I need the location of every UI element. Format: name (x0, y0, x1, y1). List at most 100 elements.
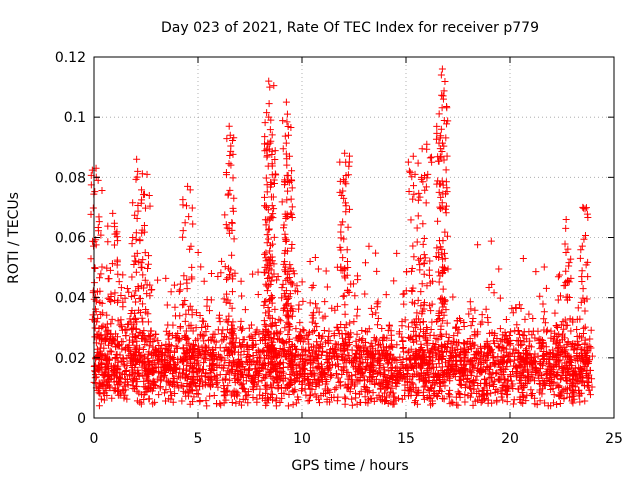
data-point (493, 369, 501, 377)
data-point (399, 344, 407, 352)
data-point (290, 388, 298, 396)
data-point (508, 304, 516, 312)
data-point (249, 337, 257, 345)
data-point (535, 380, 543, 388)
data-point (266, 297, 274, 305)
data-point (361, 383, 369, 391)
data-point (211, 372, 219, 380)
data-point (327, 373, 335, 381)
data-point (278, 372, 286, 380)
data-point (457, 367, 465, 375)
data-point (553, 381, 561, 389)
data-point (435, 360, 443, 368)
data-point (576, 315, 584, 323)
data-point (280, 389, 288, 397)
data-point (339, 357, 347, 365)
data-point (286, 382, 294, 390)
data-point (263, 216, 271, 224)
data-point (555, 392, 563, 400)
data-point (155, 391, 163, 399)
data-point (420, 270, 428, 278)
data-point (251, 365, 259, 373)
data-point (438, 332, 446, 340)
data-point (174, 355, 182, 363)
data-point (354, 343, 362, 351)
data-point (188, 275, 196, 283)
data-point (221, 263, 229, 271)
data-point (423, 393, 431, 401)
data-point (113, 354, 121, 362)
data-point (270, 180, 278, 188)
data-point (261, 263, 269, 271)
data-point (193, 376, 201, 384)
data-point (281, 181, 289, 189)
data-point (262, 249, 270, 257)
data-point (569, 316, 577, 324)
data-point (189, 349, 197, 357)
data-point (283, 307, 291, 315)
data-point (144, 365, 152, 373)
data-point (209, 359, 217, 367)
data-point (262, 174, 270, 182)
data-point (223, 386, 231, 394)
data-point (578, 267, 586, 275)
data-point (368, 310, 376, 318)
data-point (292, 346, 300, 354)
data-point (523, 391, 531, 399)
data-point (157, 375, 165, 383)
data-point (254, 353, 262, 361)
data-point (270, 233, 278, 241)
data-point (421, 356, 429, 364)
data-point (306, 367, 314, 375)
data-point (260, 301, 268, 309)
data-point (265, 269, 273, 277)
data-point (576, 398, 584, 406)
data-point (438, 352, 446, 360)
data-point (342, 208, 350, 216)
data-point (570, 371, 578, 379)
data-point (179, 227, 187, 235)
data-point (150, 335, 158, 343)
data-point (534, 371, 542, 379)
data-point (468, 389, 476, 397)
data-point (196, 396, 204, 404)
data-point (522, 354, 530, 362)
data-point (108, 260, 116, 268)
data-point (421, 186, 429, 194)
data-point (282, 236, 290, 244)
data-point (88, 315, 96, 323)
data-point (517, 398, 525, 406)
data-point (270, 205, 278, 213)
data-point (158, 349, 166, 357)
data-point (308, 318, 316, 326)
data-point (149, 369, 157, 377)
data-point (145, 192, 153, 200)
data-point (442, 166, 450, 174)
data-point (322, 355, 330, 363)
data-point (284, 331, 292, 339)
data-point (301, 347, 309, 355)
data-point (345, 334, 353, 342)
data-point (268, 160, 276, 168)
data-point (420, 301, 428, 309)
data-point (286, 306, 294, 314)
data-point (287, 375, 295, 383)
data-point (194, 390, 202, 398)
data-point (471, 306, 479, 314)
data-point (575, 364, 583, 372)
data-point (179, 301, 187, 309)
data-point (461, 365, 469, 373)
data-point (277, 317, 285, 325)
data-point (570, 346, 578, 354)
data-point (305, 340, 313, 348)
data-point (129, 338, 137, 346)
data-point (251, 372, 259, 380)
data-point (249, 385, 257, 393)
data-point (223, 290, 231, 298)
data-point (483, 356, 491, 364)
data-point (588, 383, 596, 391)
data-point (282, 237, 290, 245)
data-point (575, 392, 583, 400)
data-point (89, 311, 97, 319)
data-point (542, 328, 550, 336)
